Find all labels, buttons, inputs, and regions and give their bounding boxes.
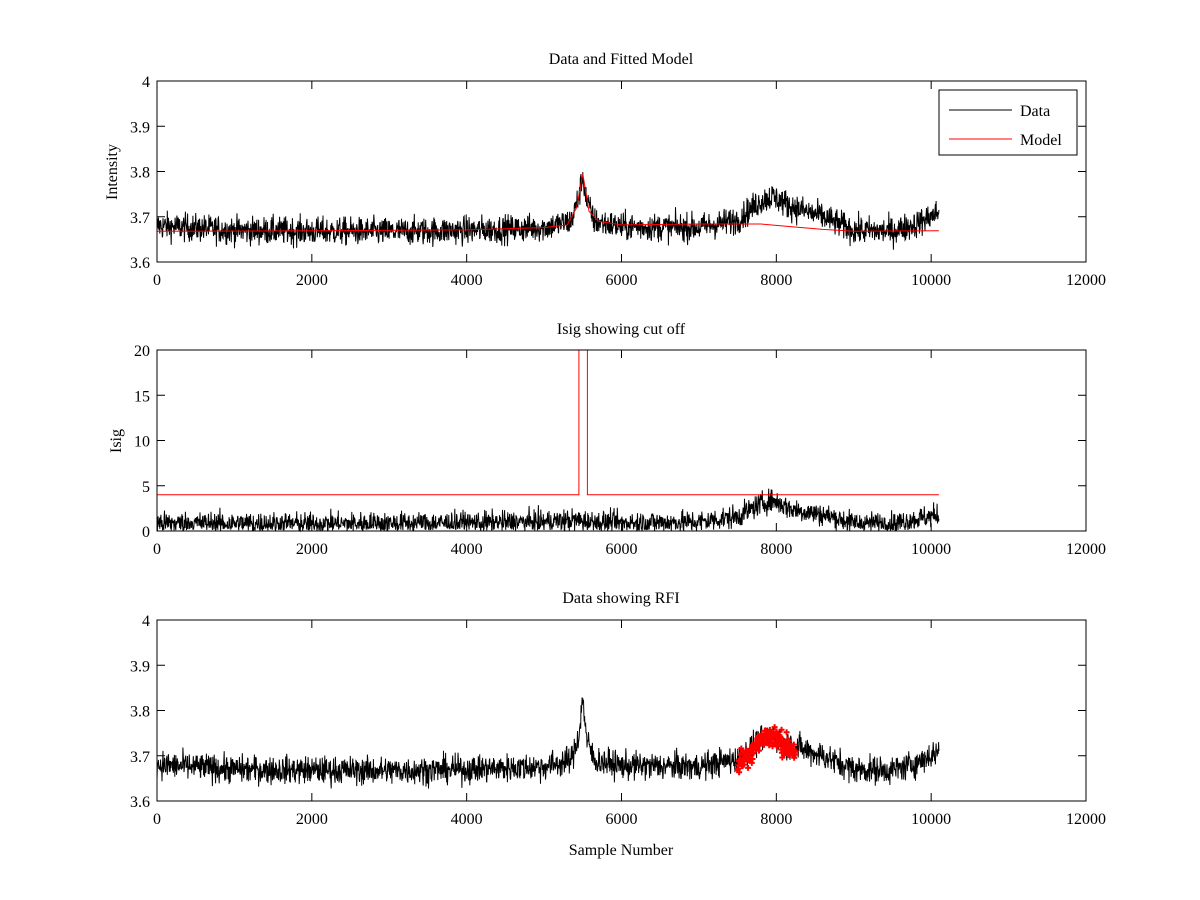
x-tick-label: 4000 bbox=[451, 811, 483, 828]
y-tick-label: 3.8 bbox=[130, 165, 150, 182]
x-tick-label: 6000 bbox=[606, 811, 638, 828]
rfi-panel: Data showing RFI Sample Number 0 2000 4000… bbox=[130, 590, 1106, 859]
axis-ticks: 0 2000 4000 6000 8000 10000 12000 0 5 10 15 20 bbox=[134, 343, 1106, 558]
x-tick-label: 8000 bbox=[760, 541, 792, 558]
y-tick-label: 3.9 bbox=[130, 658, 150, 675]
rfi-markers bbox=[734, 724, 799, 776]
legend: Data Model bbox=[938, 89, 1078, 156]
y-tick-label: 3.8 bbox=[130, 704, 150, 721]
y-tick-label: 5 bbox=[142, 479, 150, 496]
x-tick-label: 10000 bbox=[911, 811, 951, 828]
y-tick-label: 20 bbox=[134, 343, 150, 360]
legend-box bbox=[938, 89, 1078, 156]
legend-label-data: Data bbox=[1020, 103, 1050, 120]
legend-label-model: Model bbox=[1020, 132, 1062, 149]
x-tick-label: 12000 bbox=[1066, 811, 1106, 828]
x-tick-label: 8000 bbox=[760, 811, 792, 828]
x-tick-label: 10000 bbox=[911, 541, 951, 558]
y-tick-label: 4 bbox=[142, 74, 150, 91]
x-tick-label: 6000 bbox=[606, 541, 638, 558]
panel-title: Data showing RFI bbox=[562, 590, 679, 607]
panel-title: Isig showing cut off bbox=[557, 321, 686, 338]
x-tick-label: 0 bbox=[153, 811, 161, 828]
series-isig bbox=[156, 488, 940, 533]
x-tick-label: 0 bbox=[153, 272, 161, 289]
y-tick-label: 3.7 bbox=[130, 210, 150, 227]
plot-area bbox=[156, 697, 940, 789]
y-tick-label: 10 bbox=[134, 434, 150, 451]
isig-cutoff-panel: Isig showing cut off Isig 0 2000 4000 6000 8… bbox=[108, 321, 1106, 558]
axes-frame bbox=[156, 80, 1087, 263]
x-tick-label: 4000 bbox=[451, 272, 483, 289]
axis-ticks: 0 2000 4000 6000 8000 10000 12000 3.6 3.7 3.8 3.9 4 bbox=[130, 74, 1106, 289]
x-tick-label: 2000 bbox=[296, 541, 328, 558]
axis-ticks: 0 2000 4000 6000 8000 10000 12000 3.6 3.7 3.8 3.9 4 bbox=[130, 613, 1106, 828]
y-axis-label: Intensity bbox=[104, 144, 121, 200]
x-tick-label: 12000 bbox=[1066, 272, 1106, 289]
y-axis-label: Isig bbox=[108, 429, 125, 453]
plot-area bbox=[156, 172, 940, 250]
x-tick-label: 6000 bbox=[606, 272, 638, 289]
y-tick-label: 4 bbox=[142, 613, 150, 630]
y-tick-label: 3.6 bbox=[130, 794, 150, 811]
y-tick-label: 0 bbox=[142, 524, 150, 541]
y-tick-label: 3.9 bbox=[130, 119, 150, 136]
x-axis-label: Sample Number bbox=[569, 842, 674, 859]
x-tick-label: 2000 bbox=[296, 272, 328, 289]
x-tick-label: 12000 bbox=[1066, 541, 1106, 558]
series-data bbox=[156, 172, 940, 250]
intensity-model-panel: Data and Fitted Model Intensity 0 2000 400… bbox=[104, 51, 1106, 289]
y-tick-label: 3.7 bbox=[130, 749, 150, 766]
series-model bbox=[156, 173, 939, 232]
x-tick-label: 0 bbox=[153, 541, 161, 558]
panel-title: Data and Fitted Model bbox=[549, 51, 694, 68]
y-tick-label: 15 bbox=[134, 388, 150, 405]
y-tick-label: 3.6 bbox=[130, 255, 150, 272]
x-tick-label: 8000 bbox=[760, 272, 792, 289]
series-data bbox=[156, 697, 940, 789]
x-tick-label: 10000 bbox=[911, 272, 951, 289]
x-tick-label: 2000 bbox=[296, 811, 328, 828]
x-tick-label: 4000 bbox=[451, 541, 483, 558]
axes-frame bbox=[156, 619, 1087, 802]
axes-frame bbox=[156, 349, 1087, 532]
